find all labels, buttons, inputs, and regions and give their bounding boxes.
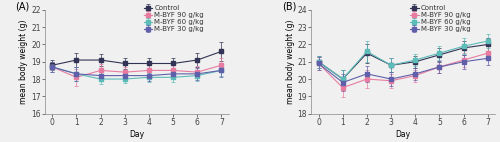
Y-axis label: mean body weight (g): mean body weight (g) [20,19,28,104]
X-axis label: Day: Day [130,130,144,139]
Text: (A): (A) [16,2,30,12]
X-axis label: Day: Day [396,130,410,139]
Text: (B): (B) [282,2,296,12]
Legend: Control, M-BYF 90 g/kg, M-BYF 60 g/kg, M-BYF 30 g/kg: Control, M-BYF 90 g/kg, M-BYF 60 g/kg, M… [144,5,204,32]
Y-axis label: mean body weight (g): mean body weight (g) [286,19,295,104]
Legend: Control, M-BYF 90 g/kg, M-BYF 60 g/kg, M-BYF 30 g/kg: Control, M-BYF 90 g/kg, M-BYF 60 g/kg, M… [410,5,470,32]
